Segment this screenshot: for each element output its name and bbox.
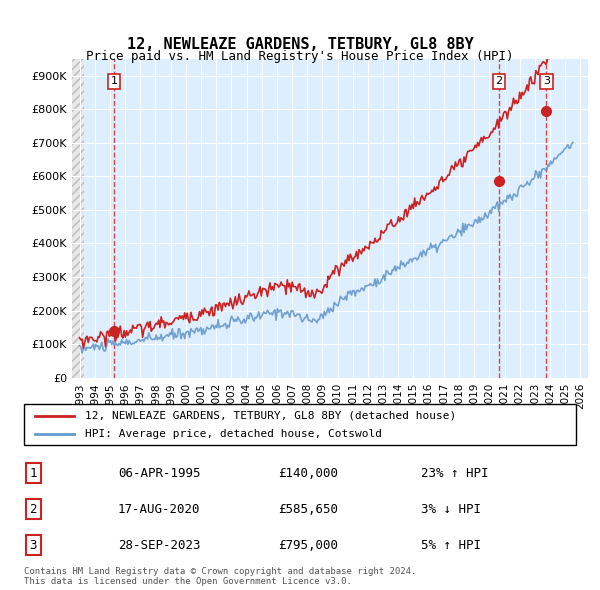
Text: £585,650: £585,650	[278, 503, 338, 516]
Text: 3: 3	[29, 539, 37, 552]
Text: 23% ↑ HPI: 23% ↑ HPI	[421, 467, 489, 480]
Text: 3% ↓ HPI: 3% ↓ HPI	[421, 503, 481, 516]
Text: 2: 2	[496, 76, 502, 86]
Text: 5% ↑ HPI: 5% ↑ HPI	[421, 539, 481, 552]
Text: 3: 3	[543, 76, 550, 86]
Text: This data is licensed under the Open Government Licence v3.0.: This data is licensed under the Open Gov…	[24, 576, 352, 586]
Text: £140,000: £140,000	[278, 467, 338, 480]
Text: 17-AUG-2020: 17-AUG-2020	[118, 503, 200, 516]
Text: £795,000: £795,000	[278, 539, 338, 552]
Text: HPI: Average price, detached house, Cotswold: HPI: Average price, detached house, Cots…	[85, 429, 382, 439]
Text: 12, NEWLEAZE GARDENS, TETBURY, GL8 8BY: 12, NEWLEAZE GARDENS, TETBURY, GL8 8BY	[127, 37, 473, 52]
Text: 2: 2	[29, 503, 37, 516]
Text: 1: 1	[29, 467, 37, 480]
Text: 1: 1	[110, 76, 118, 86]
Text: 28-SEP-2023: 28-SEP-2023	[118, 539, 200, 552]
Text: 06-APR-1995: 06-APR-1995	[118, 467, 200, 480]
FancyBboxPatch shape	[24, 404, 576, 445]
Text: Price paid vs. HM Land Registry's House Price Index (HPI): Price paid vs. HM Land Registry's House …	[86, 50, 514, 63]
Text: 12, NEWLEAZE GARDENS, TETBURY, GL8 8BY (detached house): 12, NEWLEAZE GARDENS, TETBURY, GL8 8BY (…	[85, 411, 456, 421]
Text: Contains HM Land Registry data © Crown copyright and database right 2024.: Contains HM Land Registry data © Crown c…	[24, 566, 416, 576]
